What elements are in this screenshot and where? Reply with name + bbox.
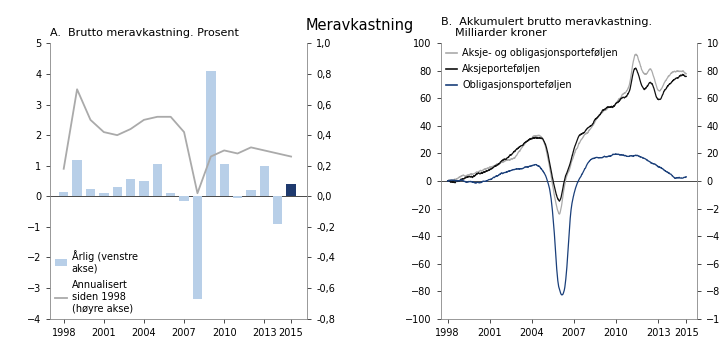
Bar (233, 196, 242, 198)
Bar (59, 192, 68, 196)
Bar (273, 196, 283, 224)
Bar (219, 164, 229, 196)
Bar (139, 181, 149, 196)
Bar (152, 164, 162, 196)
Bar (260, 166, 269, 196)
Text: B.  Akkumulert brutto meravkastning.
    Milliarder kroner: B. Akkumulert brutto meravkastning. Mill… (441, 17, 651, 38)
Text: A.  Brutto meravkastning. Prosent: A. Brutto meravkastning. Prosent (50, 29, 239, 38)
Bar (126, 180, 135, 196)
Bar (112, 187, 122, 196)
Bar (286, 184, 296, 196)
Legend: Årlig (venstre
akse), Annualisert
siden 1998
(høyre akse): Årlig (venstre akse), Annualisert siden … (55, 250, 138, 314)
Legend: Aksje- og obligasjonsporteføljen, Aksjeporteføljen, Obligasjonsporteføljen: Aksje- og obligasjonsporteføljen, Aksjep… (446, 48, 618, 90)
Bar (73, 160, 82, 196)
Bar (166, 193, 175, 196)
Bar (193, 196, 202, 299)
Bar (180, 196, 189, 201)
Bar (86, 189, 95, 196)
Bar (99, 193, 109, 196)
Bar (247, 190, 256, 196)
Text: Meravkastning: Meravkastning (306, 18, 413, 33)
Bar (206, 71, 216, 196)
